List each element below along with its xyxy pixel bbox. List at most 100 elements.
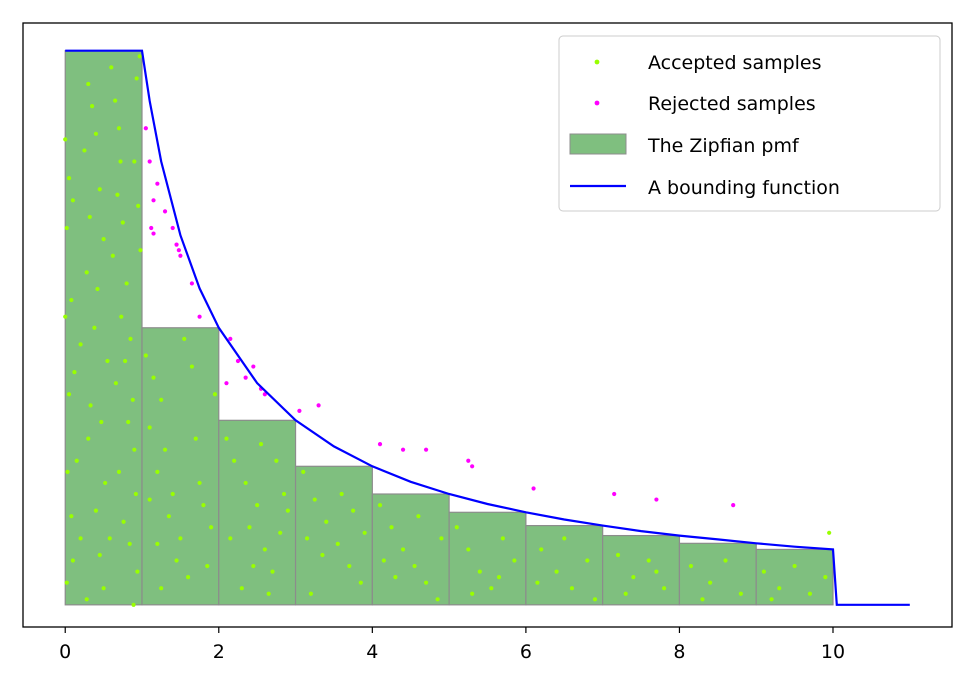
accepted-point	[251, 563, 256, 569]
rejected-point	[466, 458, 471, 463]
accepted-point	[769, 597, 774, 602]
accepted-point	[97, 187, 102, 192]
accepted-point	[777, 586, 782, 591]
accepted-point	[151, 375, 156, 380]
accepted-point	[239, 586, 244, 591]
rejected-point	[174, 242, 179, 247]
accepted-point	[500, 536, 505, 541]
accepted-point	[351, 508, 356, 513]
x-tick-label: 4	[366, 641, 378, 663]
accepted-point	[118, 159, 123, 164]
accepted-point	[143, 353, 148, 358]
accepted-point	[585, 558, 590, 563]
accepted-point	[84, 270, 89, 275]
accepted-point	[84, 597, 89, 602]
accepted-point	[416, 514, 421, 519]
accepted-point	[389, 525, 394, 530]
accepted-point	[232, 458, 237, 463]
accepted-point	[132, 159, 137, 164]
accepted-point	[807, 591, 813, 596]
accepted-point	[95, 286, 100, 292]
accepted-point	[135, 569, 140, 574]
accepted-point	[654, 569, 659, 574]
rejected-point	[176, 248, 181, 253]
accepted-point	[274, 458, 279, 463]
accepted-point	[347, 563, 352, 569]
accepted-point	[435, 597, 440, 602]
pmf-bars	[64, 50, 834, 606]
accepted-point	[99, 419, 104, 425]
plot-frame	[22, 22, 953, 628]
rejected-point	[155, 181, 160, 186]
legend-box	[558, 35, 941, 212]
accepted-point	[174, 558, 179, 563]
accepted-point	[827, 530, 832, 535]
accepted-point	[82, 148, 87, 153]
accepted-point	[393, 575, 398, 580]
accepted-point	[615, 552, 621, 558]
rejected-point	[262, 392, 267, 397]
accepted-point	[128, 336, 133, 341]
accepted-point	[97, 552, 102, 558]
accepted-point	[78, 342, 83, 347]
rejected-point	[654, 497, 659, 502]
accepted-point	[147, 497, 152, 502]
accepted-point	[700, 597, 705, 602]
accepted-point	[562, 536, 567, 541]
accepted-point	[247, 525, 252, 530]
x-axis-ticks: 0 2 4 6 8 10	[59, 627, 845, 663]
rejected-point	[400, 447, 406, 452]
accepted-point	[72, 370, 77, 375]
accepted-point	[66, 392, 72, 397]
rejected-samples	[143, 126, 736, 508]
accepted-point	[69, 514, 74, 519]
accepted-samples	[63, 54, 832, 607]
accepted-point	[496, 575, 502, 580]
accepted-point	[358, 580, 363, 585]
pmf-bar-7	[602, 534, 681, 606]
accepted-point	[147, 425, 152, 430]
accepted-point	[324, 519, 329, 524]
pmf-bar-2	[218, 419, 297, 606]
x-tick-label: 10	[821, 641, 845, 663]
accepted-point	[243, 480, 248, 486]
accepted-point	[193, 436, 198, 441]
accepted-point	[63, 314, 68, 319]
accepted-point	[115, 192, 120, 197]
accepted-point	[86, 81, 91, 87]
rejected-point	[316, 403, 321, 408]
accepted-point	[623, 591, 628, 596]
accepted-point	[63, 137, 68, 142]
accepted-point	[101, 237, 106, 242]
accepted-point	[301, 469, 306, 474]
accepted-point	[228, 536, 233, 541]
pmf-bar-5	[448, 511, 527, 606]
accepted-point	[266, 591, 271, 596]
accepted-point	[155, 469, 160, 474]
rejected-point	[243, 375, 248, 380]
accepted-point	[197, 480, 202, 486]
rejected-point	[423, 447, 429, 452]
accepted-point	[182, 336, 187, 341]
rejected-point	[251, 364, 256, 369]
pmf-bar-0	[64, 50, 143, 606]
legend-rejected-marker	[594, 100, 600, 106]
accepted-point	[320, 552, 325, 558]
accepted-point	[120, 220, 125, 225]
accepted-point	[126, 419, 131, 425]
accepted-point	[66, 176, 72, 181]
accepted-point	[761, 569, 766, 574]
accepted-point	[423, 580, 429, 585]
rejected-point	[178, 253, 183, 258]
accepted-point	[64, 580, 69, 585]
rejected-point	[170, 225, 175, 231]
accepted-point	[92, 325, 97, 330]
accepted-point	[381, 558, 386, 563]
legend-accepted-label: Accepted samples	[648, 52, 822, 74]
accepted-point	[205, 563, 210, 569]
accepted-point	[539, 547, 544, 552]
accepted-point	[312, 497, 317, 502]
accepted-point	[477, 569, 482, 574]
accepted-point	[723, 558, 728, 563]
